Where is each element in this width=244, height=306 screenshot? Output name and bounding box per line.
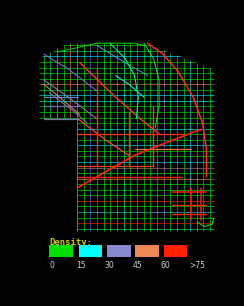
Text: 0: 0 — [49, 262, 54, 271]
Text: >75: >75 — [189, 262, 205, 271]
Text: 15: 15 — [76, 262, 85, 271]
Text: 60: 60 — [161, 262, 171, 271]
Bar — [107, 245, 131, 257]
Bar — [79, 245, 102, 257]
Bar — [164, 245, 187, 257]
Text: 45: 45 — [133, 262, 142, 271]
Bar — [49, 245, 73, 257]
Text: Density:: Density: — [49, 238, 92, 247]
Bar — [135, 245, 159, 257]
Text: 30: 30 — [104, 262, 114, 271]
